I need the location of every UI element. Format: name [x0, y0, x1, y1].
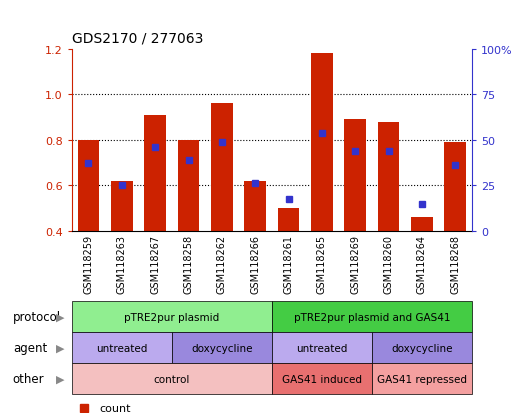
- Bar: [278, 209, 300, 231]
- FancyBboxPatch shape: [272, 332, 372, 363]
- Text: GAS41 induced: GAS41 induced: [282, 374, 362, 384]
- Text: protocol: protocol: [13, 311, 61, 323]
- Text: pTRE2pur plasmid: pTRE2pur plasmid: [124, 312, 220, 322]
- FancyBboxPatch shape: [72, 363, 272, 394]
- Text: count: count: [100, 404, 131, 413]
- Text: other: other: [13, 373, 45, 385]
- FancyBboxPatch shape: [72, 332, 172, 363]
- FancyBboxPatch shape: [272, 363, 372, 394]
- Bar: [344, 120, 366, 231]
- Text: doxycycline: doxycycline: [191, 343, 252, 353]
- FancyBboxPatch shape: [72, 301, 272, 332]
- Text: ▶: ▶: [55, 312, 64, 322]
- Bar: [111, 181, 133, 231]
- Text: control: control: [154, 374, 190, 384]
- FancyBboxPatch shape: [372, 363, 472, 394]
- Text: ▶: ▶: [55, 343, 64, 353]
- Text: untreated: untreated: [96, 343, 148, 353]
- Bar: [77, 140, 100, 231]
- Bar: [211, 104, 233, 231]
- Text: GDS2170 / 277063: GDS2170 / 277063: [72, 32, 203, 45]
- FancyBboxPatch shape: [372, 332, 472, 363]
- Bar: [244, 181, 266, 231]
- Text: ▶: ▶: [55, 374, 64, 384]
- Text: pTRE2pur plasmid and GAS41: pTRE2pur plasmid and GAS41: [293, 312, 450, 322]
- Text: agent: agent: [13, 342, 47, 354]
- Bar: [444, 143, 466, 231]
- Bar: [311, 54, 333, 231]
- Bar: [378, 122, 400, 231]
- Text: doxycycline: doxycycline: [391, 343, 452, 353]
- Bar: [411, 218, 433, 231]
- FancyBboxPatch shape: [172, 332, 272, 363]
- Text: untreated: untreated: [296, 343, 348, 353]
- Bar: [144, 116, 166, 231]
- FancyBboxPatch shape: [272, 301, 472, 332]
- Bar: [177, 140, 200, 231]
- Text: GAS41 repressed: GAS41 repressed: [377, 374, 467, 384]
